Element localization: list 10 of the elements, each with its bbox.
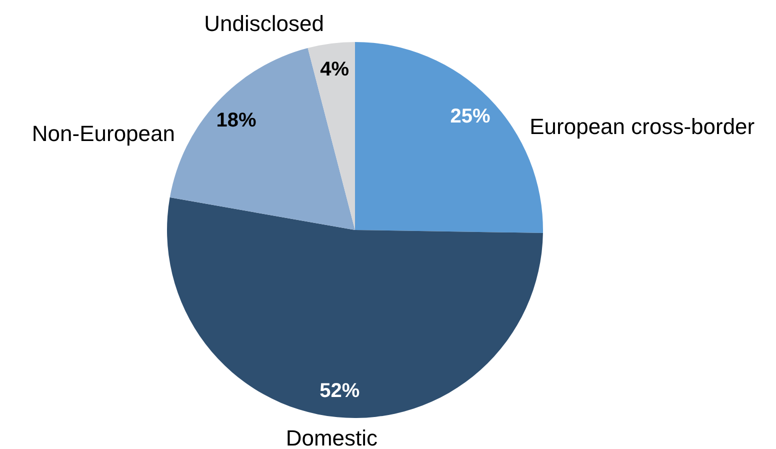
pie-slice — [167, 197, 543, 418]
data-label: 18% — [216, 109, 256, 132]
pie-slice — [308, 42, 355, 230]
data-label: 25% — [450, 106, 490, 128]
slice-label: European cross-border — [530, 114, 755, 140]
slice-label: Domestic — [286, 426, 378, 449]
slice-label: Non-European — [32, 120, 176, 146]
slice-label: Undisclosed — [204, 10, 324, 36]
data-label: 4% — [320, 58, 350, 81]
data-label: 52% — [320, 380, 360, 402]
